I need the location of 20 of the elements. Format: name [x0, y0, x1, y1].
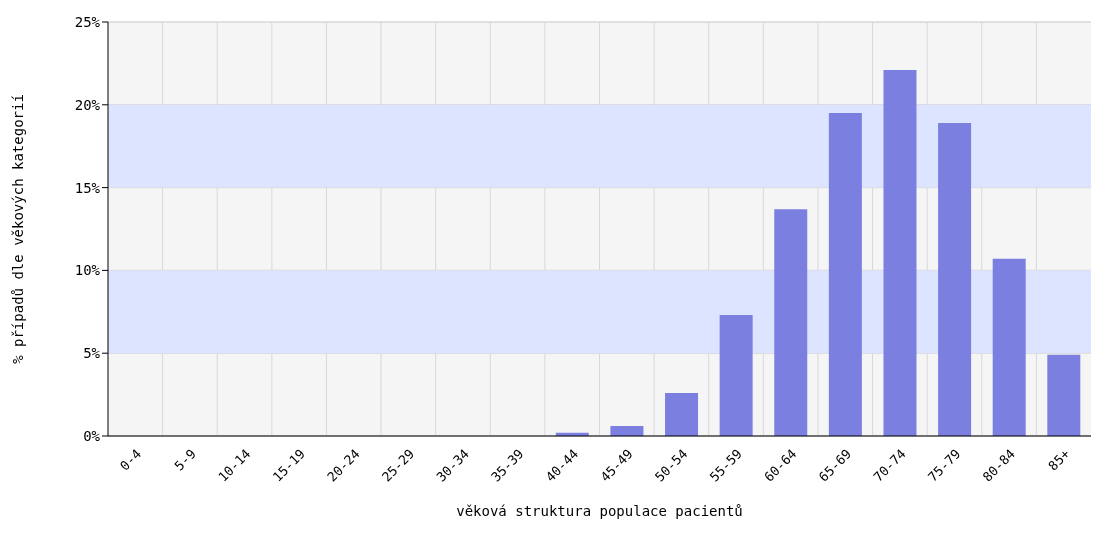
bar — [938, 123, 972, 436]
bar — [883, 70, 917, 436]
bar — [1047, 354, 1081, 436]
x-axis-title: věková struktura populace pacientů — [456, 503, 743, 519]
bar — [774, 209, 808, 436]
x-tick-label: 0-4 — [117, 446, 145, 474]
y-tick-label: 0% — [83, 427, 101, 444]
bar — [828, 113, 862, 436]
y-tick-label: 25% — [74, 13, 101, 30]
y-tick-label: 10% — [74, 262, 101, 279]
bar — [610, 426, 644, 436]
x-tick-label: 5-9 — [171, 446, 199, 474]
y-tick-label: 15% — [74, 179, 101, 196]
y-axis-title: % případů dle věkových kategorií — [9, 94, 26, 364]
bar — [665, 392, 699, 436]
bar — [719, 315, 753, 436]
y-tick-label: 5% — [83, 345, 101, 362]
x-tick-label: 85+ — [1045, 446, 1073, 474]
bar — [992, 258, 1026, 436]
y-tick-label: 20% — [74, 96, 101, 113]
